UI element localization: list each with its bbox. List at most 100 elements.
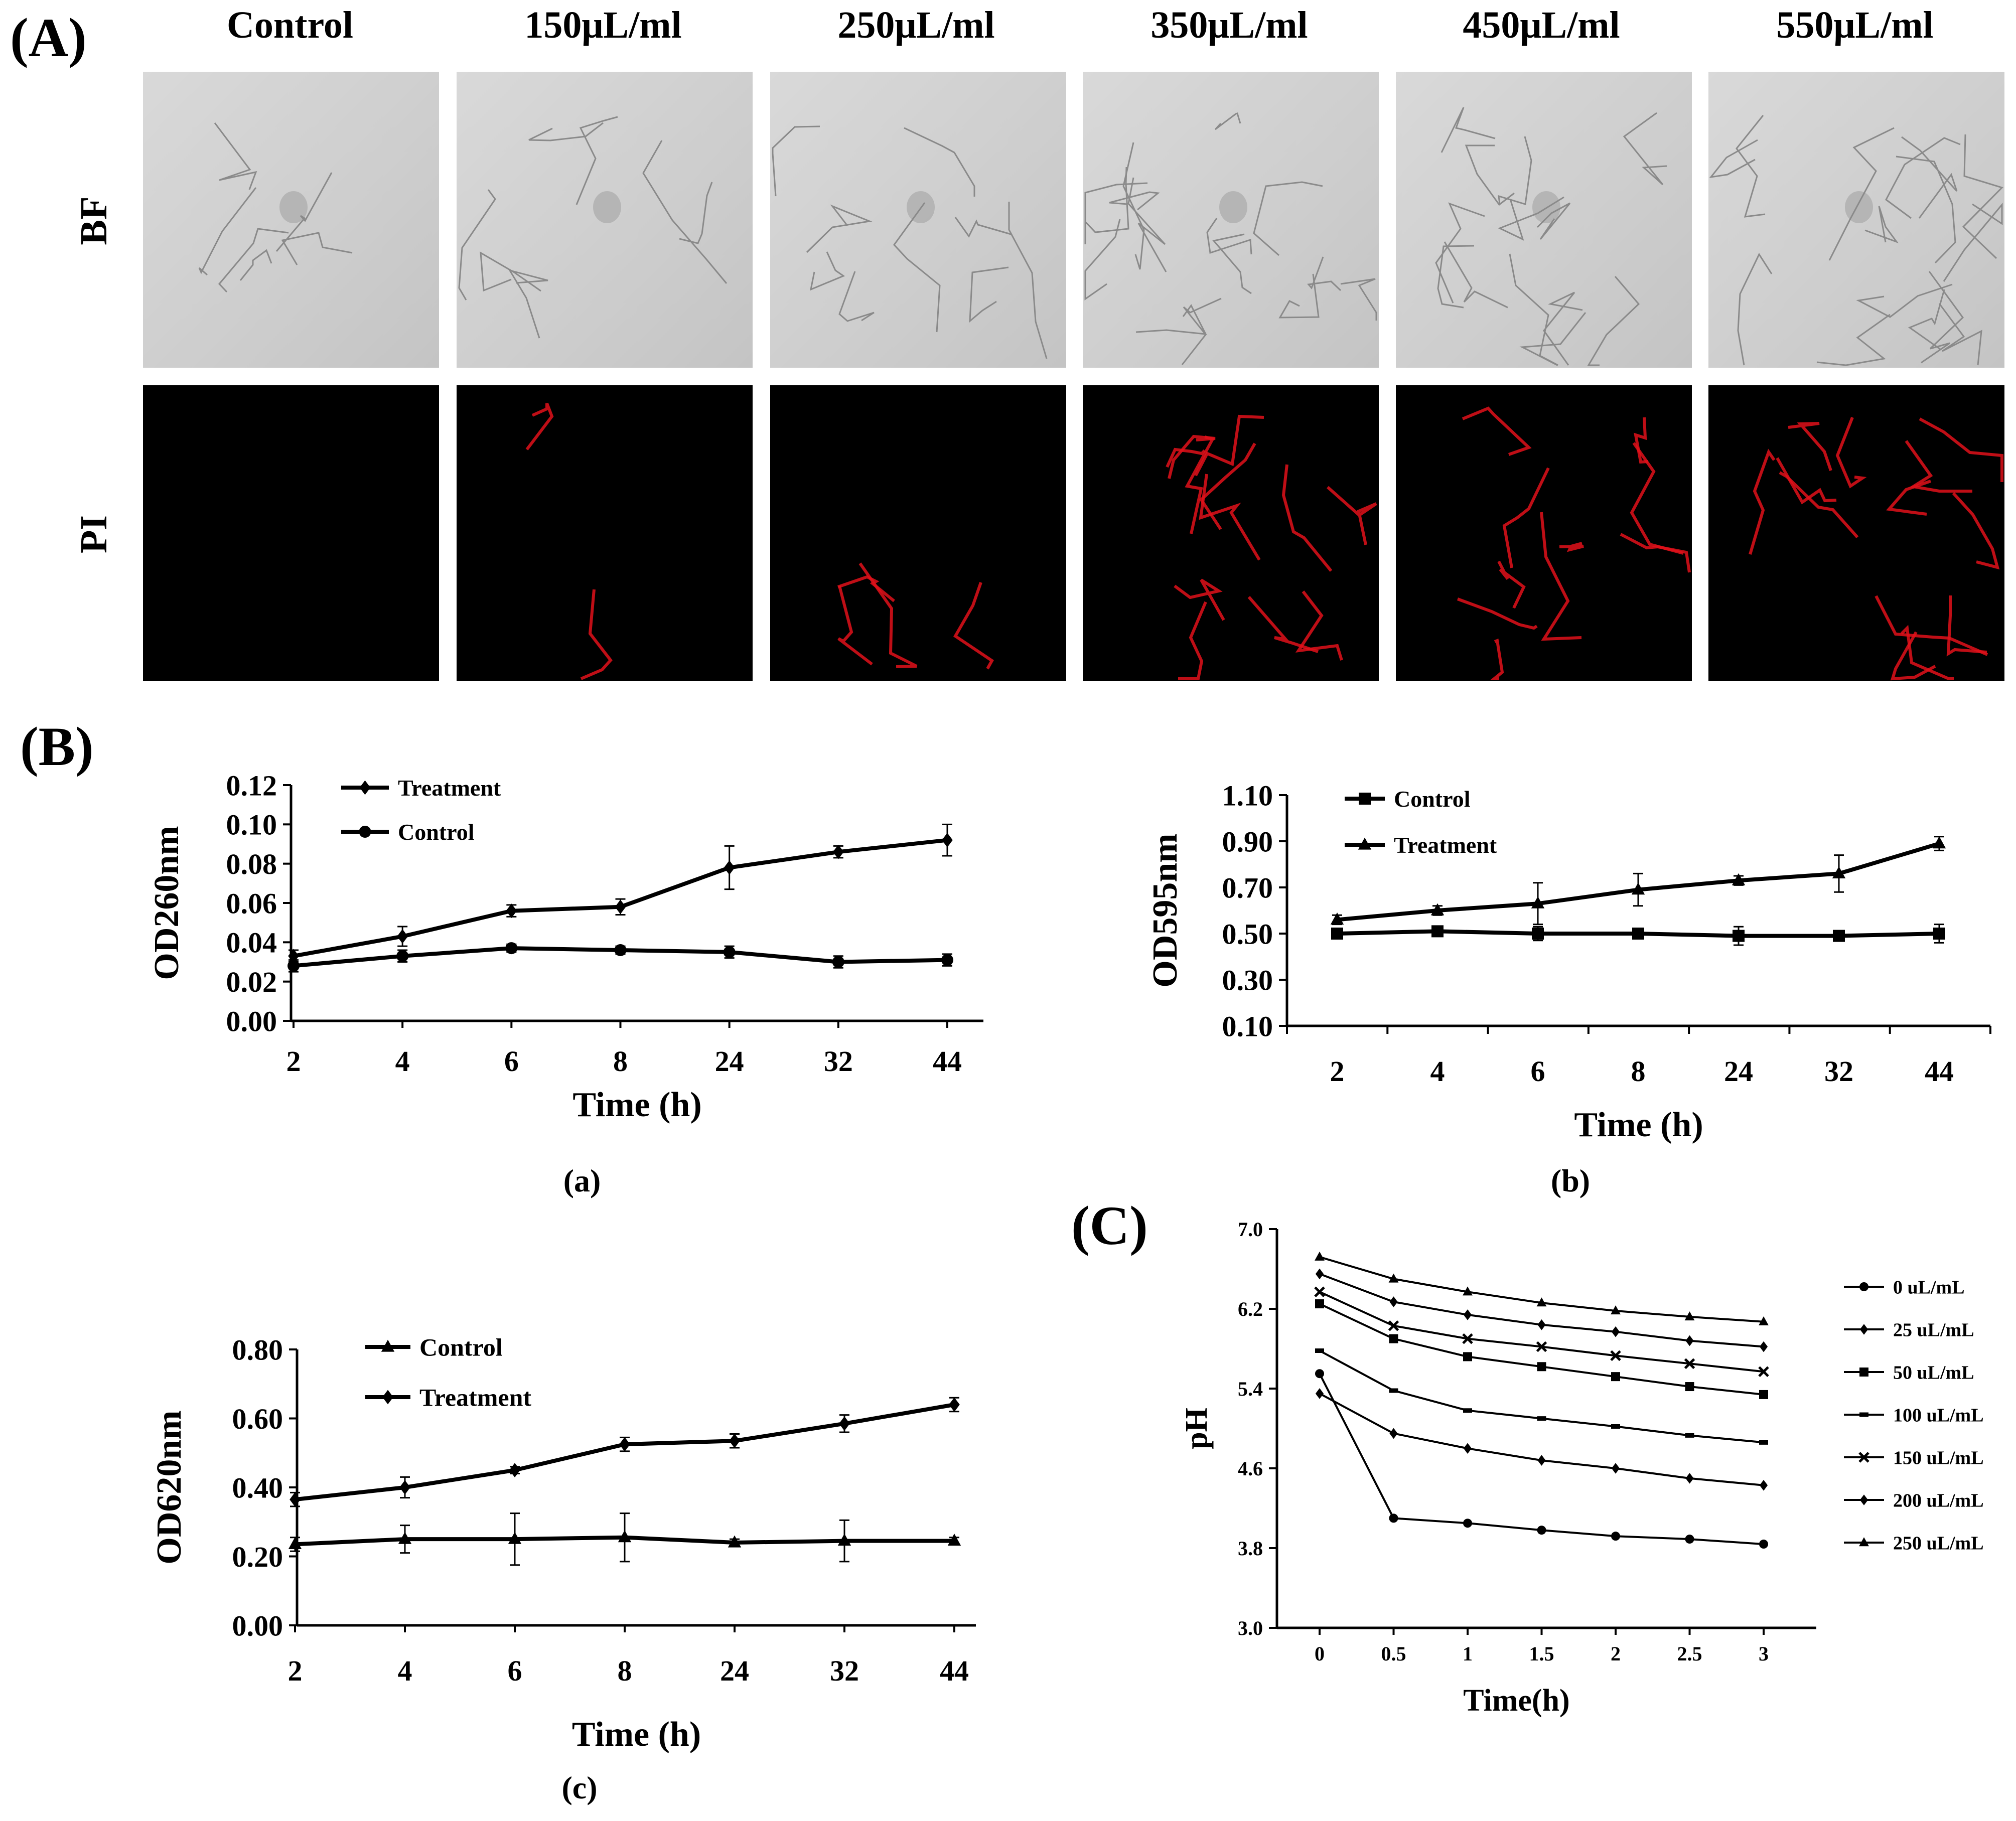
data-point [505,942,518,955]
legend-marker [1859,1537,1869,1547]
y-tick-label: 0.12 [226,769,277,802]
data-point [1536,1341,1547,1352]
data-point [1732,873,1746,885]
x-tick-label: 8 [618,1654,632,1687]
row-label-bf: BF [73,196,115,245]
data-point [723,946,736,958]
bf-debris [593,191,621,223]
pi-stained-hypha [1952,492,2000,570]
pi-stained-hypha [1199,474,1261,561]
data-point [724,860,735,875]
x-tick-label: 1 [1463,1642,1473,1665]
data-point [947,1534,961,1546]
bf-hypha [1943,202,2003,282]
pi-stained-hypha [1886,480,1931,516]
x-tick-label: 6 [1531,1055,1545,1088]
pi-stained-hypha [1281,464,1333,572]
data-point [1759,1316,1769,1326]
data-point [1759,1479,1768,1491]
series-line [1319,1393,1764,1486]
bf-hypha [1828,127,1895,261]
panel-label-C: (C) [1071,1195,1148,1256]
pi-stained-hypha [1875,595,1988,656]
panel-label-A: (A) [10,7,87,68]
data-point [832,956,844,968]
bf-hypha [806,204,873,253]
data-point [509,1463,520,1478]
pi-stained-hypha [1946,595,1987,657]
data-point [398,1532,412,1544]
bf-image [1708,72,2004,368]
y-tick-label: 0.10 [1222,1010,1273,1042]
x-tick-label: 32 [1824,1055,1853,1088]
y-tick-label: 0.00 [226,1005,277,1037]
data-point [1315,1251,1325,1261]
x-axis-title: Time(h) [1463,1684,1569,1718]
pi-stained-hypha [1166,447,1206,468]
pi-stained-hypha [1835,416,1867,489]
bf-image [1083,72,1379,368]
x-tick-label: 0.5 [1381,1642,1406,1665]
y-tick-label: 0.50 [1222,918,1273,950]
legend-marker [1359,793,1371,805]
data-point [619,1437,630,1452]
bf-hypha [904,127,975,197]
pi-image-row [143,385,2004,681]
legend-marker [1859,1324,1868,1335]
pi-stained-hypha [1559,542,1584,552]
data-point [1632,928,1644,940]
pi-stained-hypha [1919,417,2003,482]
panel-label-B: (B) [20,716,94,777]
bf-hypha [1498,196,1564,241]
pi-image [1083,385,1379,681]
bf-image [770,72,1066,368]
bf-hypha [642,140,728,284]
data-point [839,1416,850,1431]
y-tick-label: 0.00 [232,1609,283,1642]
data-point [1832,866,1846,878]
legend-label: 250 uL/mL [1893,1533,1984,1554]
series-25-ul-ml: 25 uL/mL [1315,1319,1974,1491]
series-control: Control [287,819,953,973]
pi-stained-hypha [1178,601,1207,680]
y-tick-label: 0.02 [226,966,277,998]
micrograph-column-headers: Control 150μL/ml 250μL/ml 350μL/ml 450μL… [227,4,1934,46]
data-point [1389,1428,1398,1439]
data-point [1611,1532,1620,1541]
pi-stained-hypha [1168,434,1216,479]
x-axis-title: Time (h) [572,1715,701,1754]
data-point [942,833,953,848]
x-tick-label: 24 [1724,1055,1753,1088]
data-point [615,899,626,915]
y-axis-title: OD595nm [1146,833,1185,987]
data-point [941,954,953,966]
bf-hypha [1181,297,1222,365]
legend-marker [359,826,371,838]
bf-hypha [1109,191,1160,211]
data-point [1685,1335,1694,1346]
bf-hypha [1437,245,1475,309]
bf-hypha [1896,156,1956,264]
bf-hypha [954,217,1012,238]
data-point [1463,1443,1472,1454]
data-point [1315,1388,1324,1399]
legend-marker [359,780,371,795]
data-point [1537,1362,1546,1372]
data-point [1685,1535,1694,1544]
data-point [1833,930,1845,942]
pi-stained-hypha [1462,406,1532,456]
series-200-ul-ml: 200 uL/mL [1315,1268,1984,1511]
bf-hypha [1908,289,1945,350]
bf-hypha [214,122,257,190]
data-point [1536,1297,1547,1307]
subcaption-a: (a) [563,1163,601,1198]
bf-hypha [480,251,541,292]
bf-hypha [1623,112,1667,186]
subcaption-c: (c) [561,1770,597,1805]
data-point [1330,913,1344,925]
data-point [1388,1320,1399,1331]
data-point [1684,1311,1695,1321]
data-point [396,950,409,962]
